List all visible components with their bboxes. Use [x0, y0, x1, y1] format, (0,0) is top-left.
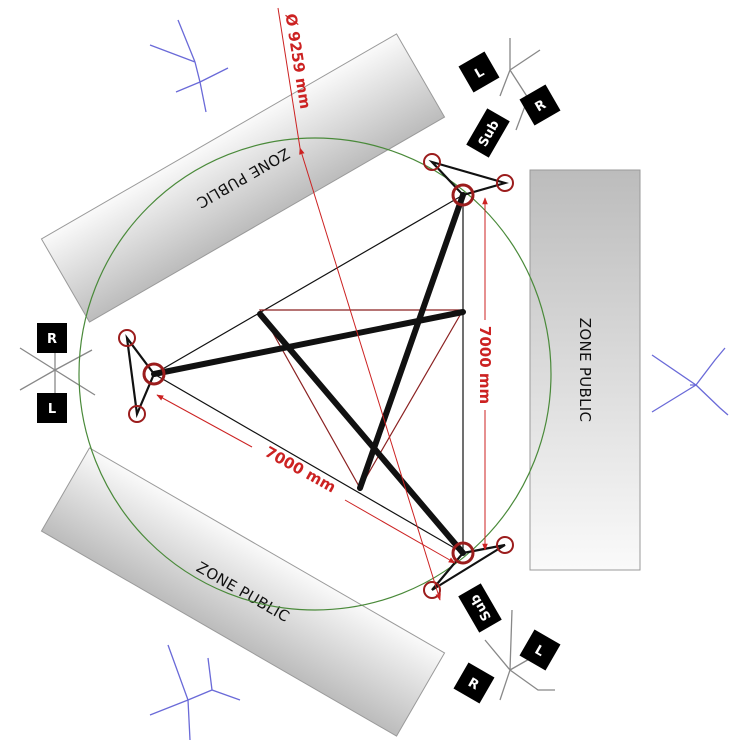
svg-text:L: L [48, 402, 56, 417]
right-speaker-badge: R [37, 323, 67, 353]
left-speaker-badge: L [37, 393, 67, 423]
right-speaker-badge: R [519, 84, 561, 126]
sub-speaker-badge: Sub [458, 583, 502, 633]
speaker-cluster-top [423, 153, 514, 207]
sub-speaker-badge: Sub [466, 108, 510, 158]
bottom-side-label: 7000 mm [262, 443, 339, 497]
svg-text:R: R [47, 332, 57, 347]
zone-label: ZONE PUBLIC [576, 318, 594, 422]
speaker-stand-icon [19, 330, 96, 408]
speaker-cluster-left [118, 329, 166, 423]
speaker-circle [78, 137, 552, 611]
right-side-dimension: 7000 mm [476, 197, 494, 551]
speaker-cluster-bottom [423, 536, 514, 599]
right-speaker-badge: R [453, 662, 495, 704]
zone-public-right: ZONE PUBLIC [529, 169, 641, 571]
right-side-label: 7000 mm [476, 326, 494, 404]
zone-public-bottom-left: ZONE PUBLIC [40, 447, 446, 737]
speaker-stand-icon [499, 38, 546, 131]
microphone-icon [149, 644, 241, 741]
left-speaker-badge: L [458, 51, 500, 93]
microphone-icon [149, 19, 229, 113]
zone-public-top-left: ZONE PUBLIC [40, 33, 446, 323]
microphone-icon [651, 347, 729, 416]
left-speaker-badge: L [519, 629, 561, 671]
